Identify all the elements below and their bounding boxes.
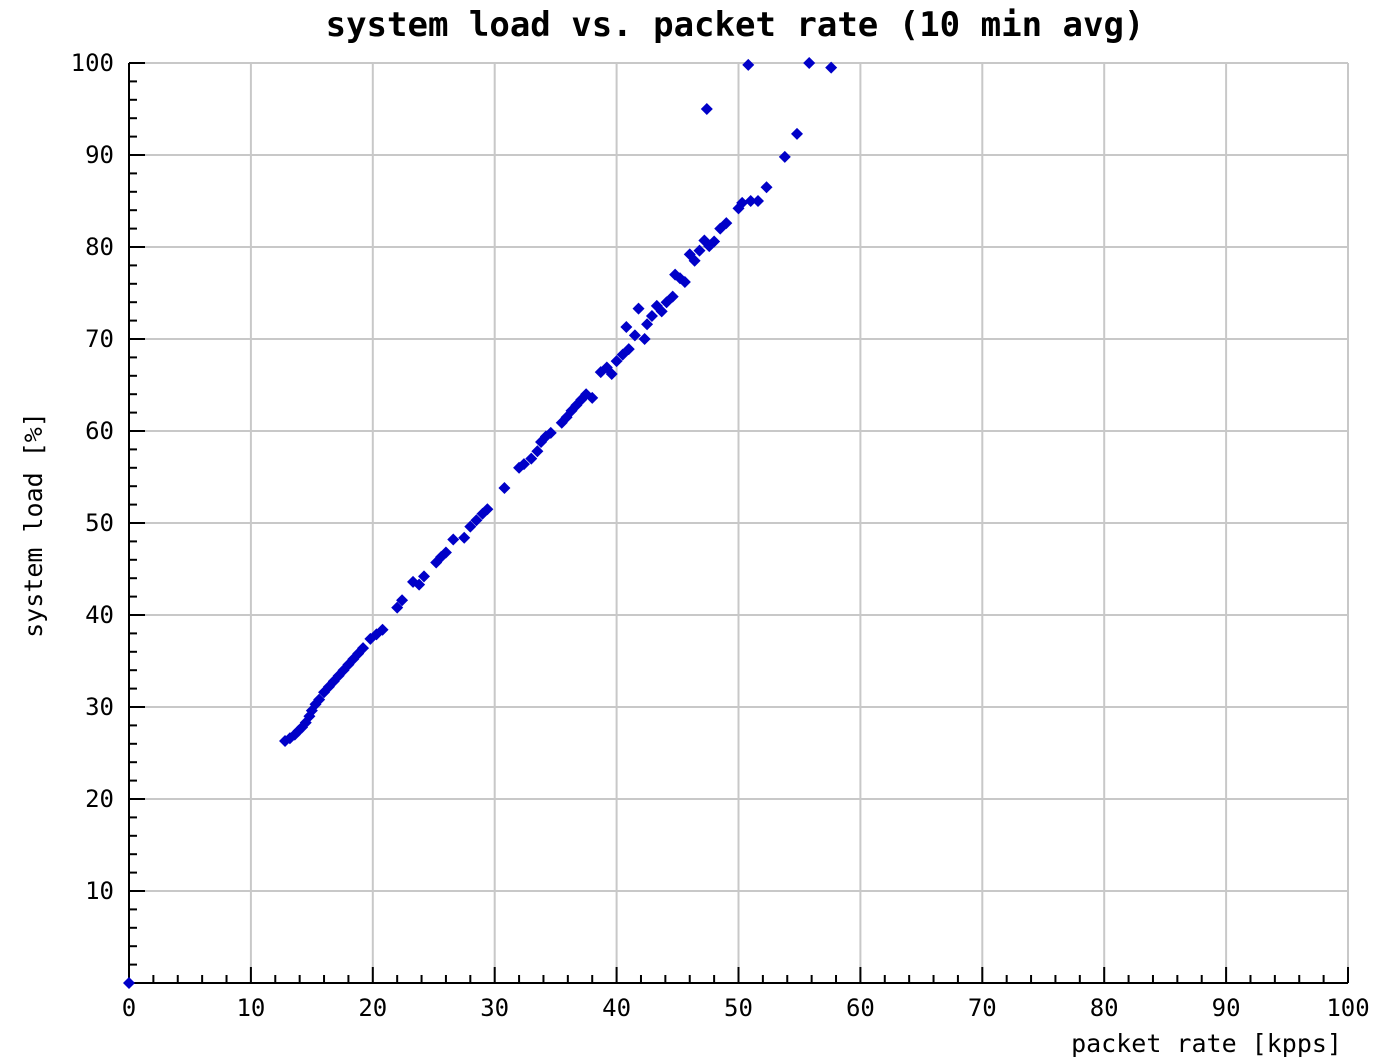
data-point xyxy=(622,343,635,356)
data-point xyxy=(825,61,838,74)
y-tick-labels: 10 20 30 40 50 60 70 80 90 100 xyxy=(71,49,114,905)
data-point xyxy=(391,601,404,614)
data-point xyxy=(791,127,804,140)
x-tick-label: 50 xyxy=(724,994,753,1022)
y-tick-label: 80 xyxy=(85,233,114,261)
data-point xyxy=(666,290,679,303)
data-point xyxy=(544,426,557,439)
data-point xyxy=(620,321,633,334)
data-point xyxy=(357,642,370,655)
grid-lines xyxy=(129,62,1349,983)
data-point xyxy=(531,445,544,458)
x-tick-label: 70 xyxy=(968,994,997,1022)
data-point xyxy=(760,181,773,194)
data-point xyxy=(688,254,701,267)
data-point xyxy=(641,318,654,331)
y-tick-label: 70 xyxy=(85,325,114,353)
data-point xyxy=(610,355,623,368)
y-tick-label: 40 xyxy=(85,601,114,629)
y-tick-label: 100 xyxy=(71,49,114,77)
data-point xyxy=(517,458,530,471)
y-tick-label: 60 xyxy=(85,417,114,445)
data-point xyxy=(413,578,426,591)
x-tick-label: 20 xyxy=(358,994,387,1022)
data-point xyxy=(313,693,326,706)
data-point xyxy=(700,103,713,115)
data-point xyxy=(417,570,430,583)
data-point xyxy=(481,503,494,516)
data-point xyxy=(525,452,538,465)
x-axis-label: packet rate [kpps] xyxy=(1071,1029,1342,1058)
tick-marks xyxy=(128,62,1349,984)
x-tick-label: 30 xyxy=(480,994,509,1022)
data-point xyxy=(752,195,765,207)
y-tick-label: 90 xyxy=(85,141,114,169)
data-point xyxy=(803,57,816,69)
data-point xyxy=(396,594,409,607)
data-point xyxy=(720,217,733,230)
data-point xyxy=(638,333,651,345)
data-point xyxy=(464,520,477,533)
x-tick-labels: 0 10 20 30 40 50 60 70 80 90 100 xyxy=(122,994,1370,1022)
data-point xyxy=(645,310,658,322)
y-tick-label: 10 xyxy=(85,877,114,905)
data-point xyxy=(655,305,668,318)
data-point xyxy=(458,531,471,544)
data-point xyxy=(742,58,755,71)
y-tick-label: 20 xyxy=(85,785,114,813)
data-point xyxy=(678,275,691,288)
x-tick-label: 0 xyxy=(122,994,136,1022)
y-axis-label: system load [%] xyxy=(19,412,48,638)
data-point xyxy=(376,623,389,636)
data-point xyxy=(605,367,618,380)
data-point xyxy=(736,196,749,209)
data-point xyxy=(744,195,757,207)
x-tick-label: 100 xyxy=(1326,994,1369,1022)
data-point xyxy=(586,391,599,404)
data-point xyxy=(708,235,721,248)
x-tick-label: 90 xyxy=(1212,994,1241,1022)
x-tick-label: 80 xyxy=(1090,994,1119,1022)
data-points xyxy=(123,57,838,989)
data-point xyxy=(123,977,135,989)
y-tick-label: 30 xyxy=(85,693,114,721)
x-tick-label: 40 xyxy=(602,994,631,1022)
data-point xyxy=(439,546,452,559)
data-point xyxy=(447,533,460,546)
y-tick-label: 50 xyxy=(85,509,114,537)
data-point xyxy=(470,514,483,527)
data-point xyxy=(693,244,706,257)
data-point xyxy=(632,302,645,315)
data-point xyxy=(628,329,641,342)
x-tick-label: 10 xyxy=(236,994,265,1022)
chart-title: system load vs. packet rate (10 min avg) xyxy=(326,5,1145,45)
x-tick-label: 60 xyxy=(846,994,875,1022)
data-point xyxy=(498,482,511,495)
data-point xyxy=(778,150,791,163)
